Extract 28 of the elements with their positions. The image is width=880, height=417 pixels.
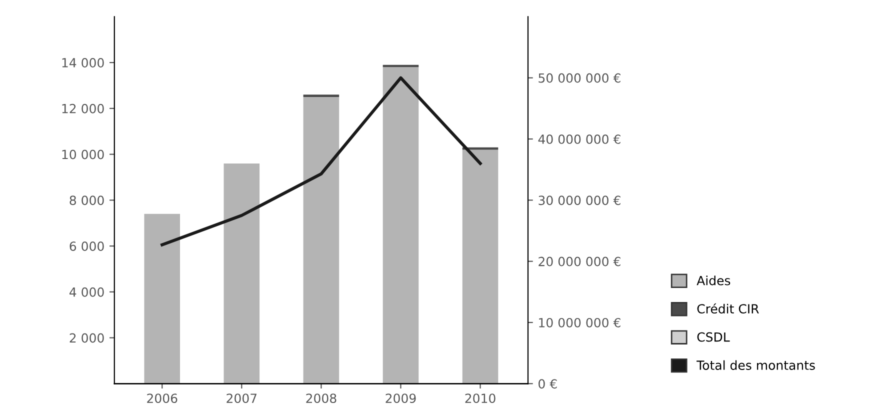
legend-label: Crédit CIR (697, 303, 759, 314)
bar (224, 163, 260, 384)
y-tick-label: 8 000 (70, 196, 104, 206)
x-tick-label: 2007 (226, 394, 256, 404)
y2-tick-label: 40 000 000 € (538, 134, 620, 144)
y2-tick-label: 30 000 000 € (538, 196, 620, 206)
y-tick-label: 14 000 (62, 58, 104, 68)
y-tick-label: 4 000 (70, 287, 104, 297)
legend-label: Aides (696, 276, 730, 286)
x-tick-label: 2008 (306, 394, 336, 404)
line-series (160, 76, 482, 246)
x-tick-label: 2009 (386, 394, 416, 404)
y2-tick-label: 0 € (538, 379, 557, 389)
y-tick-label: 12 000 (62, 104, 104, 114)
bar (462, 150, 498, 384)
y2-tick-label: 20 000 000 € (538, 256, 620, 266)
y-tick-label: 10 000 (62, 150, 104, 160)
y-tick-label: 6 000 (70, 242, 104, 251)
y2-tick-label: 10 000 000 € (539, 318, 620, 328)
legend-label: CSDL (697, 332, 730, 342)
bar (144, 214, 180, 384)
bar (303, 96, 340, 384)
y-tick-label: 2 000 (70, 333, 104, 343)
bar (382, 67, 419, 384)
x-tick-label: 2010 (465, 394, 496, 404)
x-tick-label: 2006 (147, 394, 178, 404)
y2-tick-label: 50 000 000 € (538, 73, 620, 83)
legend-label: Total des montants (696, 360, 815, 370)
